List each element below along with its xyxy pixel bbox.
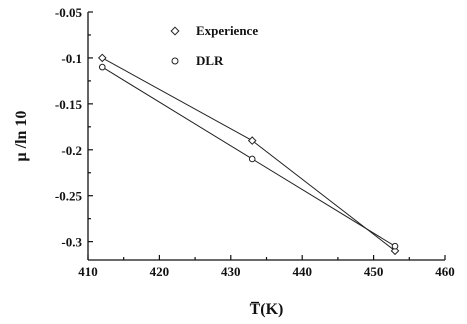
legend-label-dlr: DLR (196, 53, 224, 68)
y-ticks: -0.05 -0.1 -0.15 -0.2 -0.25 -0.3 (55, 5, 93, 250)
legend-item-1: DLR (171, 53, 224, 68)
data-point-diamond (390, 246, 400, 256)
series-layer (97, 53, 400, 256)
x-tick-label: 450 (364, 264, 384, 279)
axes (87, 12, 445, 261)
data-point-diamond (247, 136, 257, 145)
series-line-dlr (102, 66, 396, 247)
x-tick-label: 440 (292, 264, 312, 279)
data-point-circle (391, 242, 399, 250)
data-point-diamond (97, 53, 107, 63)
y-tick-label: -0.2 (61, 143, 82, 158)
y-tick-label: -0.1 (61, 51, 82, 66)
y-tick-label: -0.15 (55, 97, 83, 112)
y-tick-label: -0.25 (55, 189, 83, 204)
data-point-circle (248, 155, 256, 163)
y-axis-title: μ /ln 10 (13, 111, 30, 162)
legend: Experience DLR (170, 23, 258, 68)
x-axis-title: T̅(K) (250, 300, 284, 318)
legend-item-0: Experience (170, 23, 258, 38)
y-tick-label: -0.05 (55, 5, 83, 20)
x-tick-label: 410 (78, 264, 98, 279)
data-point-circle (98, 63, 106, 71)
legend-marker-circle (171, 57, 179, 65)
x-ticks: 410 420 430 440 450 460 (78, 255, 455, 279)
x-tick-label: 420 (150, 264, 170, 279)
legend-marker-diamond (170, 26, 180, 36)
x-tick-label: 430 (221, 264, 241, 279)
legend-label-experience: Experience (196, 23, 258, 38)
x-tick-label: 460 (435, 264, 455, 279)
series-line-experience (102, 57, 396, 252)
y-tick-label: -0.3 (61, 235, 82, 250)
